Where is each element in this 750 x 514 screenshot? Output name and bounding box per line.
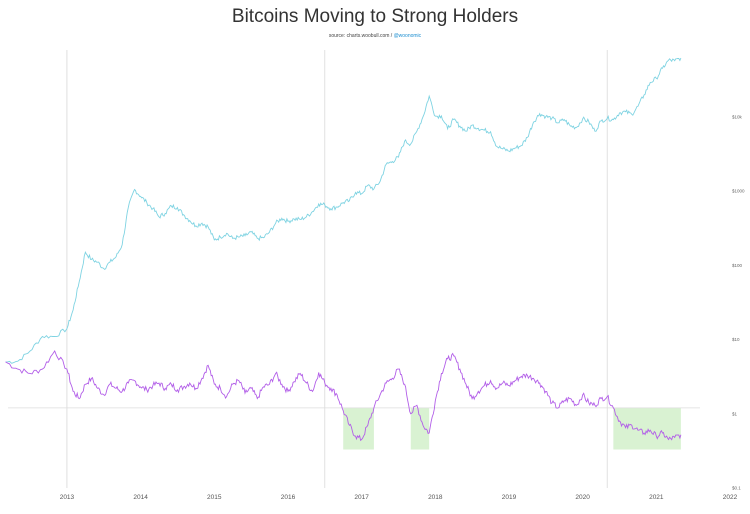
halving-lines (66, 50, 608, 488)
highlight-regions (343, 407, 681, 450)
chart-source: source: charts.woobull.com / @woonomic (0, 33, 750, 39)
source-prefix: source: charts.woobull.com / (328, 33, 394, 39)
x-tick-label-2018: 2018 (428, 494, 443, 501)
x-tick-label-2020: 2020 (575, 494, 590, 501)
highlight-region-1 (343, 407, 374, 450)
holders-series-line (5, 350, 682, 442)
y-tick-label-0: $0.1 (732, 486, 741, 491)
price-series-line (5, 57, 682, 364)
x-tick-label-2017: 2017 (354, 494, 369, 501)
highlight-region-3 (613, 407, 681, 450)
y-tick-label-1: $1 (732, 411, 738, 416)
x-tick-label-2016: 2016 (281, 494, 296, 501)
y-tick-label-3: $100 (732, 263, 743, 268)
y-axis-ticks: $0.1 $1 $10 $100 $1000 $10k (732, 114, 745, 490)
x-tick-label-2019: 2019 (502, 494, 517, 501)
chart-title: Bitcoins Moving to Strong Holders (231, 6, 519, 27)
x-tick-label-2022: 2022 (723, 494, 738, 501)
x-tick-label-2014: 2014 (133, 494, 148, 501)
y-tick-label-5: $10k (732, 114, 743, 119)
y-tick-label-4: $1000 (732, 189, 745, 194)
y-tick-label-2: $10 (732, 337, 740, 342)
x-tick-label-2015: 2015 (207, 494, 222, 501)
x-tick-label-2021: 2021 (649, 494, 664, 501)
highlight-region-2 (410, 407, 430, 450)
x-axis-ticks: 2013 2014 2015 2016 2017 2018 2019 2020 2021 2022 (60, 494, 738, 501)
source-handle-link[interactable]: @woonomic (393, 33, 422, 39)
x-tick-label-2013: 2013 (60, 494, 75, 501)
